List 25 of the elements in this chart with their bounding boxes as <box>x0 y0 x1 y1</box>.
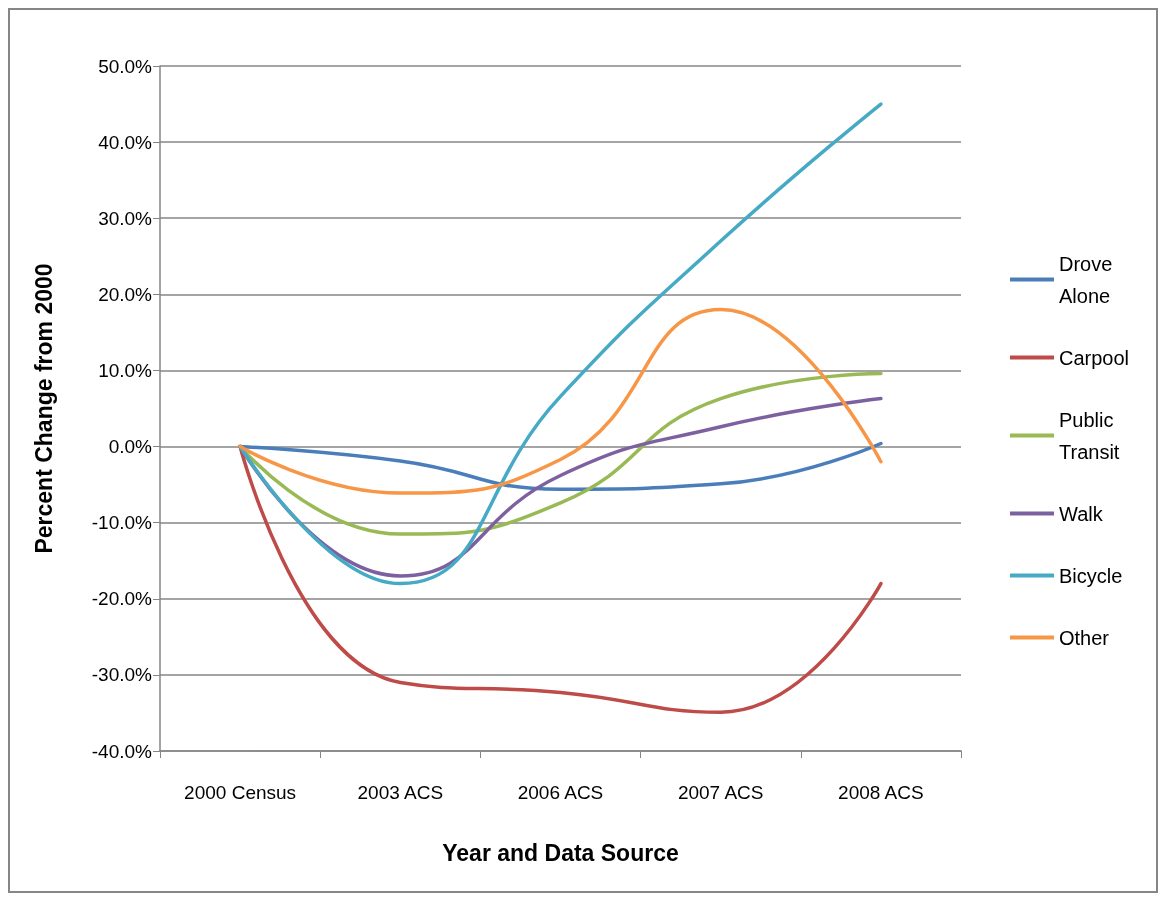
legend-label: Public Transit <box>1059 408 1120 463</box>
x-tick-label: 2008 ACS <box>838 782 924 803</box>
y-tick-label: 40.0% <box>98 131 153 153</box>
y-tick-label: -40.0% <box>91 740 153 762</box>
y-tick-label: -30.0% <box>91 664 153 686</box>
y-tick-label: 10.0% <box>98 359 153 381</box>
y-tick-label: -10.0% <box>91 512 153 534</box>
legend-label: Carpool <box>1059 346 1130 369</box>
line-series <box>238 307 883 495</box>
y-tick-label: 50.0% <box>98 55 153 77</box>
x-tick-label: 2006 ACS <box>517 782 604 803</box>
line-series <box>238 102 883 586</box>
y-tick-label: 20.0% <box>98 283 153 305</box>
legend-label: Walk <box>1059 502 1104 525</box>
legend-label: Bicycle <box>1059 564 1123 587</box>
y-tick-label: -20.0% <box>91 588 153 610</box>
x-axis-title: Year and Data Source <box>442 839 679 866</box>
x-tick-label: 2007 ACS <box>677 782 764 803</box>
y-tick-label: 0.0% <box>108 436 153 458</box>
y-tick-label: 30.0% <box>98 207 153 229</box>
legend-label: Other <box>1059 626 1110 649</box>
y-axis-title: Percent Change from 2000 <box>30 263 57 554</box>
legend-label: Drove Alone <box>1059 252 1118 307</box>
x-tick-label: 2000 Census <box>184 782 297 803</box>
x-tick-label: 2003 ACS <box>357 782 444 803</box>
